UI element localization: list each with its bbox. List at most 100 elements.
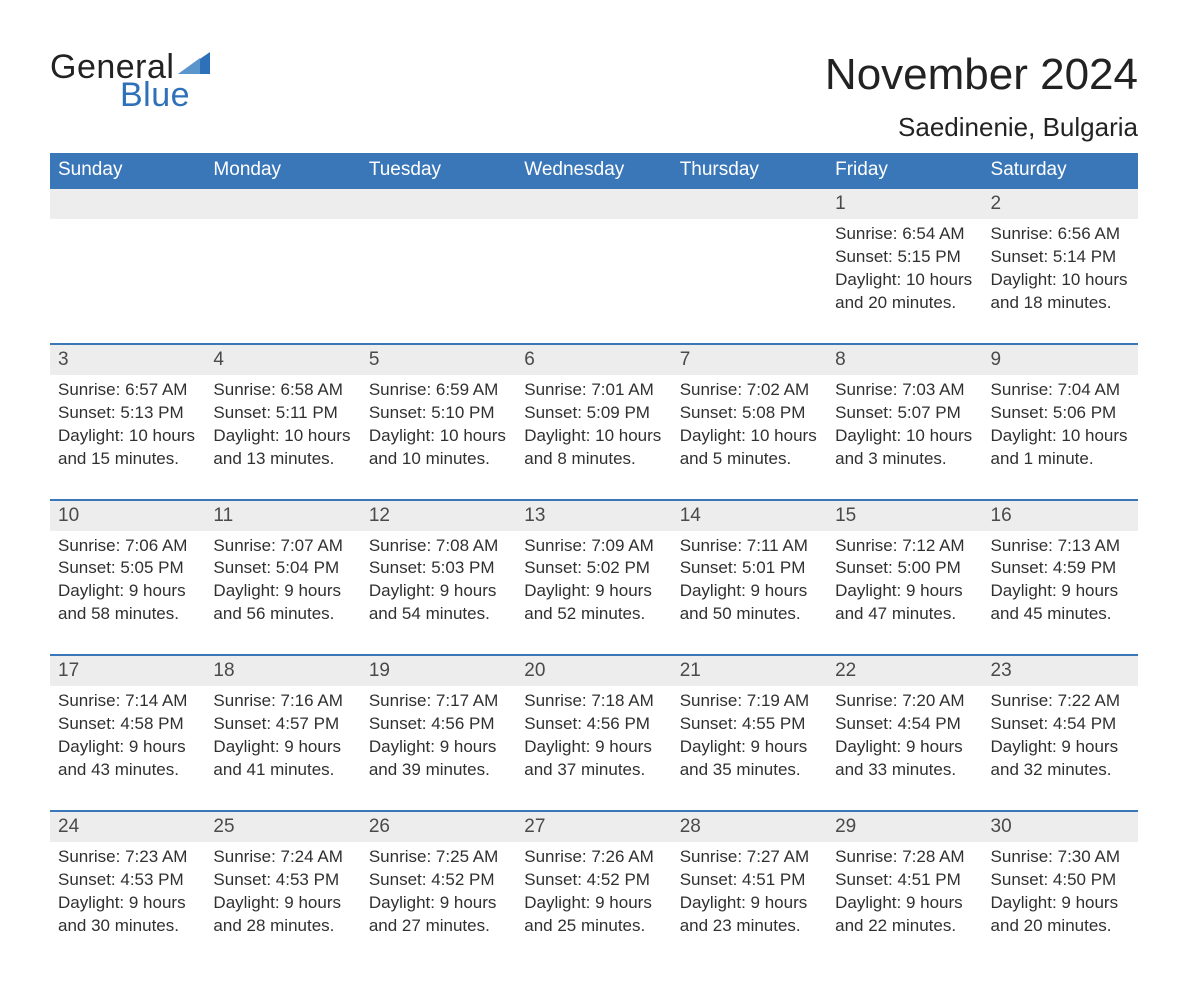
daylight-line: Daylight: 9 hours and 23 minutes. [680,892,819,938]
day-number-cell: 13 [516,500,671,531]
day-number-cell: 15 [827,500,982,531]
sunset-line: Sunset: 4:54 PM [991,713,1130,736]
daylight-line: Daylight: 10 hours and 15 minutes. [58,425,197,471]
day-detail-cell: Sunrise: 7:09 AMSunset: 5:02 PMDaylight:… [516,531,671,656]
day-detail-cell: Sunrise: 7:01 AMSunset: 5:09 PMDaylight:… [516,375,671,500]
day-number-cell: 7 [672,344,827,375]
sunset-line: Sunset: 5:05 PM [58,557,197,580]
sunrise-line: Sunrise: 7:12 AM [835,535,974,558]
sunrise-line: Sunrise: 6:58 AM [213,379,352,402]
day-detail-cell: Sunrise: 7:13 AMSunset: 4:59 PMDaylight:… [983,531,1138,656]
day-header: Tuesday [361,153,516,188]
daylight-line: Daylight: 10 hours and 18 minutes. [991,269,1130,315]
day-detail-cell: Sunrise: 7:12 AMSunset: 5:00 PMDaylight:… [827,531,982,656]
day-number-cell: 23 [983,655,1138,686]
sunrise-line: Sunrise: 7:16 AM [213,690,352,713]
logo-flag-icon [178,52,210,78]
day-number-cell: 17 [50,655,205,686]
day-number-cell [361,188,516,219]
day-header: Sunday [50,153,205,188]
sunrise-line: Sunrise: 7:13 AM [991,535,1130,558]
sunrise-line: Sunrise: 6:56 AM [991,223,1130,246]
day-number-cell: 10 [50,500,205,531]
sunrise-line: Sunrise: 7:24 AM [213,846,352,869]
day-detail-cell: Sunrise: 6:56 AMSunset: 5:14 PMDaylight:… [983,219,1138,344]
sunrise-line: Sunrise: 7:26 AM [524,846,663,869]
sunset-line: Sunset: 5:02 PM [524,557,663,580]
day-number-cell: 25 [205,811,360,842]
day-detail-cell: Sunrise: 6:54 AMSunset: 5:15 PMDaylight:… [827,219,982,344]
daylight-line: Daylight: 9 hours and 22 minutes. [835,892,974,938]
day-detail-cell: Sunrise: 7:02 AMSunset: 5:08 PMDaylight:… [672,375,827,500]
sunset-line: Sunset: 4:59 PM [991,557,1130,580]
sunrise-line: Sunrise: 7:04 AM [991,379,1130,402]
day-number-cell: 3 [50,344,205,375]
day-detail-cell: Sunrise: 6:57 AMSunset: 5:13 PMDaylight:… [50,375,205,500]
daylight-line: Daylight: 9 hours and 35 minutes. [680,736,819,782]
daylight-line: Daylight: 9 hours and 50 minutes. [680,580,819,626]
detail-row: Sunrise: 7:23 AM Sunset: 4:53 PM Daylight:… [50,842,1138,966]
day-number-cell: 6 [516,344,671,375]
day-detail-cell: Sunrise: 7:17 AMSunset: 4:56 PMDaylight:… [361,686,516,811]
sunrise-line: Sunrise: 7:03 AM [835,379,974,402]
day-number-cell: 14 [672,500,827,531]
sunset-line: Sunset: 5:04 PM [213,557,352,580]
daylight-line: Daylight: 9 hours and 20 minutes. [991,892,1130,938]
daylight-line: Daylight: 9 hours and 47 minutes. [835,580,974,626]
sunrise-line: Sunrise: 7:08 AM [369,535,508,558]
daynum-row: 17181920212223 [50,655,1138,686]
day-header-row: Sunday Monday Tuesday Wednesday Thursday… [50,153,1138,188]
day-number-cell: 24 [50,811,205,842]
sunset-line: Sunset: 5:10 PM [369,402,508,425]
sunrise-line: Sunrise: 7:22 AM [991,690,1130,713]
sunset-line: Sunset: 5:15 PM [835,246,974,269]
detail-row: Sunrise: 6:57 AMSunset: 5:13 PMDaylight:… [50,375,1138,500]
sunset-line: Sunset: 4:56 PM [524,713,663,736]
sunset-line: Sunset: 4:53 PM [213,869,352,892]
sunset-line: Sunset: 5:06 PM [991,402,1130,425]
sunset-line: Sunset: 5:13 PM [58,402,197,425]
sunset-line: Sunset: 4:51 PM [680,869,819,892]
sunset-line: Sunset: 4:58 PM [58,713,197,736]
daylight-line: Daylight: 9 hours and 25 minutes. [524,892,663,938]
day-number-cell: 30 [983,811,1138,842]
day-detail-cell: Sunrise: 7:04 AMSunset: 5:06 PMDaylight:… [983,375,1138,500]
day-number-cell: 20 [516,655,671,686]
sunset-line: Sunset: 4:55 PM [680,713,819,736]
day-header: Saturday [983,153,1138,188]
day-detail-cell: Sunrise: 7:25 AMSunset: 4:52 PMDaylight:… [361,842,516,966]
sunset-line: Sunset: 4:51 PM [835,869,974,892]
sunset-line: Sunset: 5:08 PM [680,402,819,425]
month-title: November 2024 [825,50,1138,100]
sunset-line: Sunset: 5:01 PM [680,557,819,580]
sunrise-line: Sunrise: 7:18 AM [524,690,663,713]
sunset-line: Sunset: 4:57 PM [213,713,352,736]
day-detail-cell: Sunrise: 7:16 AMSunset: 4:57 PMDaylight:… [205,686,360,811]
day-detail-cell: Sunrise: 7:06 AMSunset: 5:05 PMDaylight:… [50,531,205,656]
daylight-line: Daylight: 9 hours and 54 minutes. [369,580,508,626]
day-header: Friday [827,153,982,188]
day-header: Monday [205,153,360,188]
sunrise-line: Sunrise: 7:27 AM [680,846,819,869]
sunset-line: Sunset: 4:54 PM [835,713,974,736]
sunrise-line: Sunrise: 7:11 AM [680,535,819,558]
day-detail-cell: Sunrise: 7:19 AMSunset: 4:55 PMDaylight:… [672,686,827,811]
day-detail-cell [361,219,516,344]
sunrise-line: Sunrise: 7:17 AM [369,690,508,713]
sunset-line: Sunset: 4:50 PM [991,869,1130,892]
day-number-cell: 2 [983,188,1138,219]
day-detail-cell [516,219,671,344]
sunset-line: Sunset: 5:00 PM [835,557,974,580]
detail-row: Sunrise: 7:14 AMSunset: 4:58 PMDaylight:… [50,686,1138,811]
day-detail-cell [50,219,205,344]
sunrise-line: Sunrise: 7:23 AM [58,846,197,869]
day-detail-cell: Sunrise: 7:28 AMSunset: 4:51 PMDaylight:… [827,842,982,966]
header: General Blue November 2024 Saedinenie, B… [50,50,1138,143]
sunrise-line: Sunrise: 7:20 AM [835,690,974,713]
day-number-cell: 16 [983,500,1138,531]
daynum-row: 24252627282930 [50,811,1138,842]
daylight-line: Daylight: 10 hours and 20 minutes. [835,269,974,315]
detail-row: Sunrise: 7:06 AMSunset: 5:05 PMDaylight:… [50,531,1138,656]
logo: General Blue [50,50,210,112]
sunrise-line: Sunrise: 7:01 AM [524,379,663,402]
